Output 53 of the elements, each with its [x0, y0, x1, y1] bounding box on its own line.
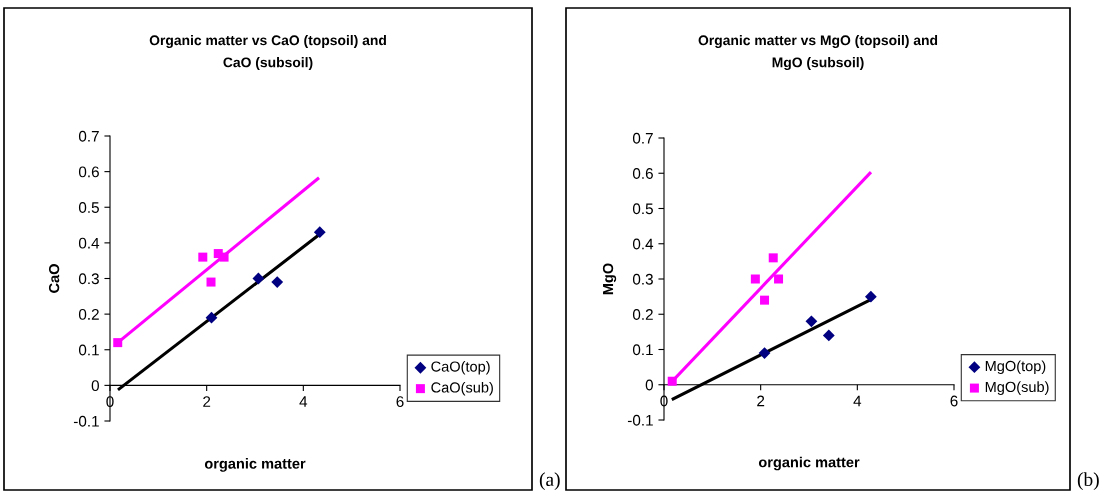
- y-tick-label: 0.1: [632, 344, 653, 356]
- point: [252, 272, 265, 285]
- y-tick-label: 0.4: [632, 238, 654, 250]
- x-tick-label: 2: [203, 396, 211, 407]
- point: [667, 376, 677, 386]
- legend-label: CaO(top): [431, 361, 490, 375]
- legend-label: MgO(top): [985, 360, 1046, 375]
- y-axis-title: CaO: [48, 264, 60, 293]
- y-tick-label: 0: [645, 379, 653, 391]
- legend-label: CaO(sub): [431, 381, 493, 396]
- x-tick-label: 6: [396, 396, 404, 408]
- y-tick-label: 0.4: [78, 237, 100, 249]
- x-axis-title: organic matter: [758, 456, 860, 471]
- y-tick-label: 0.3: [78, 273, 99, 285]
- point: [864, 290, 877, 303]
- x-tick-label: 2: [757, 395, 765, 407]
- y-tick-label: 0.5: [78, 202, 99, 213]
- y-tick-label: -0.1: [73, 415, 99, 427]
- y-axis-title: MgO: [602, 263, 617, 295]
- chart-title: Organic matter vs MgO (topsoil) and MgO (subsoil): [698, 35, 938, 71]
- point: [198, 252, 208, 262]
- point: [271, 276, 284, 288]
- y-tick-label: 0.5: [632, 203, 653, 215]
- y-tick-label: 0.6: [632, 168, 653, 179]
- point: [768, 253, 778, 263]
- y-tick-label: 0.3: [632, 273, 653, 285]
- point: [774, 274, 784, 284]
- point: [758, 347, 771, 359]
- point: [205, 311, 218, 324]
- y-tick-label: 0.1: [78, 344, 99, 356]
- point: [760, 295, 770, 305]
- point: [822, 329, 835, 342]
- x-tick-label: 4: [853, 395, 862, 407]
- x-tick-label: 6: [950, 395, 958, 407]
- y-tick-label: 0.2: [632, 309, 653, 320]
- point: [313, 226, 326, 239]
- y-tick-label: -0.1: [627, 414, 653, 426]
- x-axis-title: organic matter: [204, 458, 306, 472]
- point: [805, 315, 818, 328]
- text: (a): [539, 472, 560, 490]
- chart-title: Organic matter vs CaO (topsoil) and CaO (subsoil): [149, 35, 386, 71]
- y-tick-label: 0.7: [78, 130, 99, 142]
- y-tick-label: 0.6: [78, 166, 99, 178]
- x-tick-label: 4: [299, 396, 308, 407]
- text: (b): [1077, 472, 1099, 490]
- y-tick-label: 0: [91, 380, 99, 392]
- point: [750, 274, 760, 284]
- y-tick-label: 0.2: [78, 308, 99, 320]
- point: [219, 252, 229, 262]
- y-tick-label: 0.7: [632, 132, 653, 144]
- legend-label: MgO(sub): [985, 381, 1049, 395]
- point: [113, 338, 123, 348]
- point: [206, 277, 216, 287]
